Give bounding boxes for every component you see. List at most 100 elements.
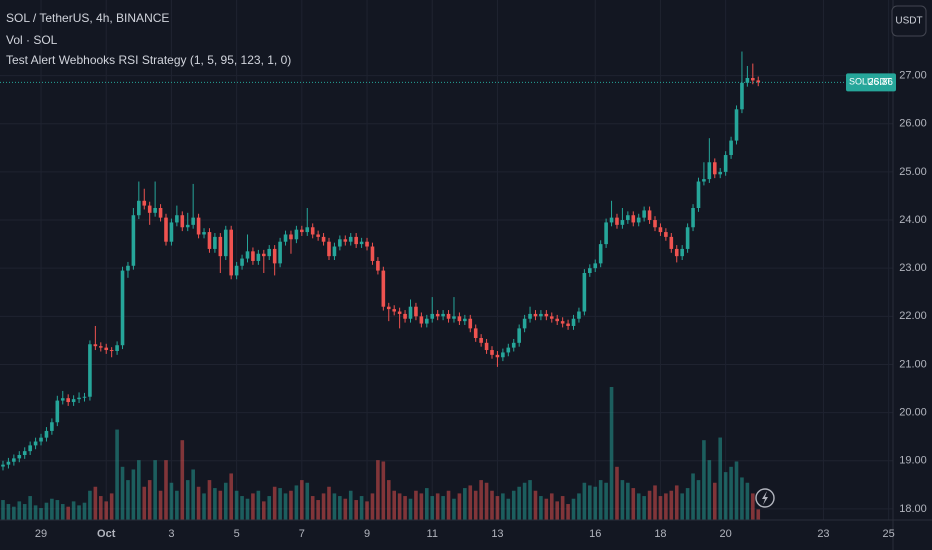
candle-body: [620, 220, 625, 225]
candle-body: [137, 200, 141, 216]
volume-bar: [441, 496, 445, 520]
candle-body: [664, 232, 668, 237]
volume-bar: [463, 488, 467, 520]
volume-bar: [202, 493, 206, 520]
candle-body: [376, 260, 380, 271]
volume-bar: [267, 496, 272, 520]
volume-bar: [685, 488, 690, 520]
replay-icon[interactable]: [755, 488, 775, 508]
volume-bar: [664, 493, 668, 520]
candle-body: [501, 352, 505, 358]
candle-body: [479, 338, 483, 343]
candle-body: [66, 398, 70, 403]
volume-bar: [261, 501, 266, 520]
candle-body: [142, 200, 147, 206]
volume-bar: [251, 493, 255, 520]
volume-bar: [289, 490, 293, 520]
candle-body: [702, 179, 706, 182]
volume-bar: [6, 504, 11, 520]
candle-body: [582, 273, 587, 312]
candle-body: [691, 208, 695, 228]
candle-body: [60, 398, 65, 401]
candle-body: [164, 217, 168, 242]
volume-bar: [571, 498, 576, 520]
candle-body: [191, 217, 195, 225]
volume-bar: [680, 493, 684, 520]
volume-bar: [300, 480, 304, 520]
volume-bar: [734, 461, 739, 520]
volume-bar: [354, 500, 358, 520]
candle-body: [397, 311, 402, 314]
volume-bar: [82, 502, 87, 520]
candle-body: [756, 80, 761, 83]
volume-bar: [452, 498, 456, 520]
candle-body: [109, 350, 114, 352]
candle-body: [685, 227, 690, 249]
candle-body: [6, 461, 11, 465]
volume-bar: [223, 482, 228, 520]
candle-body: [549, 316, 554, 319]
candle-body: [571, 318, 576, 326]
volume-bar: [321, 493, 326, 520]
volume-bar: [501, 493, 505, 520]
volume-bar: [712, 482, 717, 520]
volume-bar: [39, 508, 43, 520]
x-tick-label: 9: [364, 528, 370, 540]
volume-bar: [544, 498, 549, 520]
volume-bar: [60, 504, 65, 520]
candle-body: [463, 318, 467, 322]
candle-body: [430, 313, 435, 319]
candle-body: [593, 263, 598, 269]
volume-bar: [555, 501, 560, 520]
candle-body: [169, 222, 174, 242]
axes: 18.00 19.00 20.00 21.00 22.00 23.00 24.00 25.00…: [35, 69, 927, 539]
candle-body: [82, 396, 87, 398]
candle-body: [734, 109, 739, 141]
volume-bar: [631, 488, 636, 520]
volume-bar: [517, 486, 521, 520]
candle-body: [403, 313, 407, 319]
candle-body: [153, 208, 157, 213]
volume-bar: [98, 496, 103, 520]
currency-button-label[interactable]: USDT: [895, 16, 922, 27]
volume-bar: [495, 496, 500, 520]
candle-body: [484, 342, 489, 351]
volume-bar: [577, 493, 581, 520]
currency-button[interactable]: [891, 5, 927, 37]
candle-body: [533, 313, 538, 317]
volume-bar: [1, 500, 5, 520]
candle-body: [615, 217, 619, 225]
volume-bar: [137, 460, 141, 520]
x-tick-label: 5: [234, 528, 240, 540]
candle-body: [316, 234, 320, 237]
x-tick-label: 23: [817, 528, 829, 540]
volume-bar: [126, 480, 130, 520]
volume-bar: [71, 501, 76, 520]
volume-bar: [88, 490, 92, 520]
candle-body: [669, 236, 674, 249]
volume-bar: [636, 493, 641, 520]
candle-body: [332, 246, 337, 257]
volume-bar: [213, 488, 217, 520]
candle-body: [71, 399, 76, 403]
candle-body: [354, 236, 358, 245]
x-tick-label: 11: [427, 528, 438, 540]
volume-bar: [234, 490, 239, 520]
volume-bar: [490, 490, 494, 520]
volume-bar: [653, 485, 657, 520]
volume-bar: [723, 472, 728, 520]
volume-bar: [338, 496, 342, 520]
volume-bar: [566, 504, 570, 520]
candle-body: [294, 229, 299, 240]
candle-body: [202, 232, 206, 235]
candle-body: [348, 236, 353, 242]
volume-bar: [240, 496, 244, 520]
strategy-label: Test Alert Webhooks RSI Strategy (1, 5, …: [6, 53, 291, 67]
volume-bar: [93, 486, 98, 520]
candle-body: [392, 309, 397, 312]
candle-body: [408, 306, 413, 319]
candle-body: [1, 464, 5, 467]
volume-bar: [158, 490, 163, 520]
volume-bar: [604, 482, 608, 520]
volume-bar: [104, 501, 109, 520]
